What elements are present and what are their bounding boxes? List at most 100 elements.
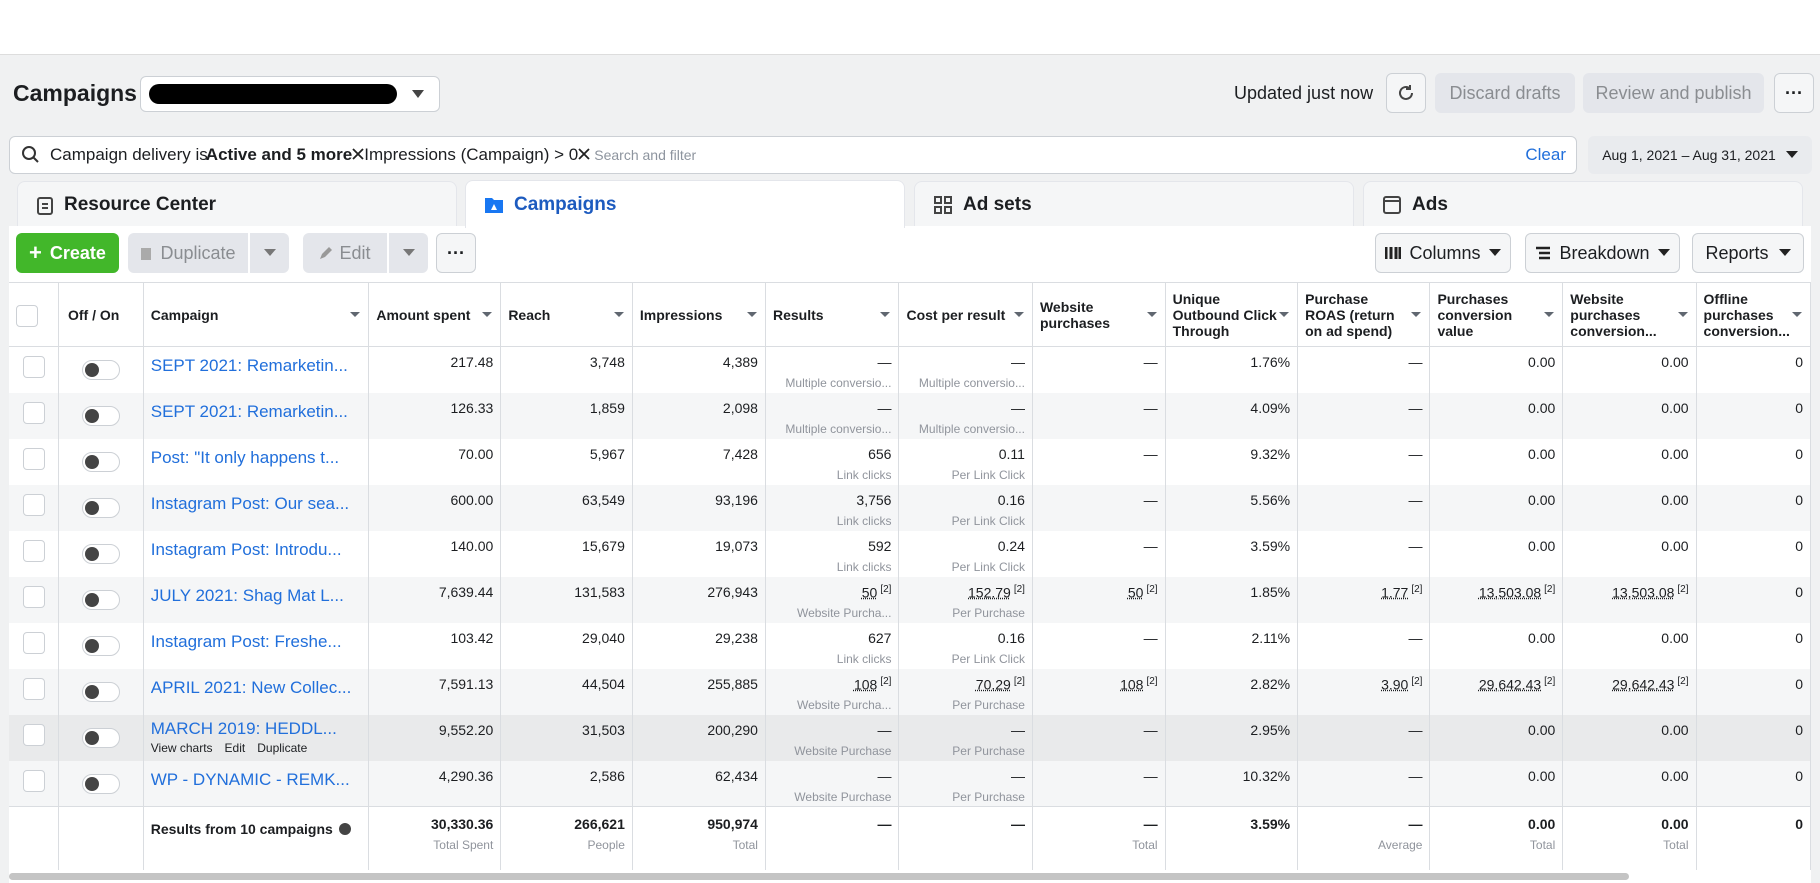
account-selector[interactable]	[140, 76, 440, 112]
cell-value: 3,748	[589, 354, 625, 370]
checkbox[interactable]	[22, 585, 45, 608]
more-actions[interactable]: ···	[436, 233, 476, 273]
campaign-name[interactable]: MARCH 2019: HEDDL...	[150, 718, 337, 738]
checkbox[interactable]	[22, 356, 45, 378]
search-input[interactable]: Search and filter	[594, 147, 697, 163]
toggle[interactable]	[81, 635, 120, 656]
cell-value: 255,885	[707, 675, 758, 692]
toggle[interactable]	[81, 497, 120, 518]
data-cell: —	[1297, 438, 1431, 485]
duplicate-button[interactable]: Duplicate	[128, 233, 248, 273]
more-button[interactable]: ···	[1774, 73, 1814, 113]
data-cell: 0.00	[1429, 622, 1564, 669]
cell-note: [2]	[1411, 583, 1423, 595]
campaign-name[interactable]: Post: "It only happens t...	[150, 447, 340, 467]
column-header[interactable]: Amount spent	[368, 282, 502, 347]
breakdown-button[interactable]: Breakdown	[1525, 233, 1680, 273]
duplicate-menu[interactable]	[250, 233, 289, 273]
column-header[interactable]: Purchases conversion value	[1429, 282, 1564, 347]
cell-note: [2]	[1544, 675, 1556, 687]
campaign-name[interactable]: Instagram Post: Introdu...	[150, 539, 342, 559]
cell-value: —	[1143, 537, 1158, 554]
cell-value: 3,756	[856, 491, 892, 508]
row-action[interactable]: Edit	[224, 740, 246, 755]
tab[interactable]: Ad sets	[914, 181, 1354, 227]
cell-value: 70.29	[975, 676, 1011, 693]
campaign-name[interactable]: APRIL 2021: New Collec...	[150, 677, 352, 697]
data-cell: 108 [2] Website Purcha...	[765, 668, 900, 715]
totals-cell: 3.59%	[1165, 806, 1299, 870]
date-picker[interactable]: Aug 1, 2021 – Aug 31, 2021	[1588, 136, 1812, 174]
data-cell: 5,967	[500, 438, 633, 485]
data-cell: 44,504	[500, 668, 633, 715]
toggle[interactable]	[81, 681, 120, 702]
filter-chip[interactable]: Campaign delivery isActive and 5 more	[50, 145, 364, 165]
checkbox[interactable]	[22, 723, 45, 746]
campaign-name[interactable]: SEPT 2021: Remarketin...	[150, 356, 348, 375]
toggle[interactable]	[81, 405, 120, 426]
edit-menu[interactable]	[389, 233, 428, 273]
data-cell: 7,591.13	[368, 668, 502, 715]
campaign-name[interactable]: Instagram Post: Freshe...	[150, 631, 342, 651]
toggle[interactable]	[81, 727, 120, 748]
column-header[interactable]: Website purchases conversion...	[1562, 282, 1697, 347]
select-all	[9, 282, 59, 347]
tab-active[interactable]: Campaigns	[465, 180, 905, 228]
campaign-name[interactable]: SEPT 2021: Remarketin...	[150, 401, 348, 421]
create-button[interactable]: + Create	[16, 233, 119, 273]
checkbox[interactable]	[22, 769, 45, 792]
checkbox[interactable]	[16, 304, 38, 327]
filter-chip[interactable]: Impressions (Campaign) > 0	[364, 145, 590, 165]
row-action[interactable]: Duplicate	[257, 740, 308, 755]
column-header[interactable]: Unique Outbound Click Through	[1165, 282, 1299, 347]
cell-value: —	[1408, 816, 1423, 832]
column-header[interactable]: Impressions	[632, 282, 766, 347]
tab[interactable]: Resource Center	[17, 181, 457, 227]
checkbox[interactable]	[22, 631, 45, 654]
checkbox[interactable]	[22, 539, 45, 562]
column-header[interactable]: Reach	[500, 282, 633, 347]
checkbox[interactable]	[22, 401, 45, 424]
cell-value: 0	[1795, 445, 1803, 462]
cell-note: [2]	[1411, 675, 1423, 687]
campaign-name[interactable]: WP - DYNAMIC - REMK...	[150, 769, 350, 789]
refresh-button[interactable]	[1386, 73, 1426, 113]
cell-main: 0.00	[1437, 816, 1555, 832]
remove-icon[interactable]	[352, 148, 364, 160]
checkbox[interactable]	[22, 493, 45, 516]
cell-main: 50 [2]	[1040, 584, 1158, 601]
column-header[interactable]: Website purchases	[1032, 282, 1166, 347]
edit-button[interactable]: Edit	[303, 233, 387, 273]
column-header[interactable]: Campaign	[143, 282, 370, 347]
column-header[interactable]: Off / On	[58, 282, 144, 347]
row-action[interactable]: View charts	[150, 740, 213, 755]
reports-button[interactable]: Reports	[1692, 233, 1804, 273]
column-header[interactable]: Offline purchases conversion...	[1696, 282, 1811, 347]
columns-button[interactable]: Columns	[1375, 233, 1511, 273]
column-header[interactable]: Cost per result	[898, 282, 1033, 347]
remove-icon[interactable]	[578, 148, 590, 160]
discard-button[interactable]: Discard drafts	[1435, 73, 1575, 113]
toggle[interactable]	[81, 773, 120, 794]
tab[interactable]: Ads	[1363, 181, 1803, 227]
toggle[interactable]	[81, 543, 120, 564]
button-label: Breakdown	[1559, 242, 1650, 263]
checkbox[interactable]	[22, 447, 45, 470]
data-cell: —	[1297, 760, 1431, 807]
column-header[interactable]: Results	[765, 282, 900, 347]
scrollbar[interactable]	[9, 873, 1629, 880]
publish-button[interactable]: Review and publish	[1583, 73, 1764, 113]
data-cell: 2.11%	[1165, 622, 1299, 669]
plus-icon: +	[29, 240, 42, 265]
cell-value: —	[1408, 629, 1423, 646]
campaign-name[interactable]: Instagram Post: Our sea...	[150, 493, 350, 513]
toggle[interactable]	[81, 360, 120, 380]
data-cell: 19,073	[632, 530, 766, 577]
data-cell: 0.00	[1562, 392, 1697, 439]
campaign-name[interactable]: JULY 2021: Shag Mat L...	[150, 585, 344, 605]
toggle[interactable]	[81, 451, 120, 472]
checkbox[interactable]	[22, 677, 45, 700]
clear-link[interactable]: Clear	[1525, 145, 1566, 164]
column-header[interactable]: Purchase ROAS (return on ad spend)	[1297, 282, 1431, 347]
toggle[interactable]	[81, 589, 120, 610]
